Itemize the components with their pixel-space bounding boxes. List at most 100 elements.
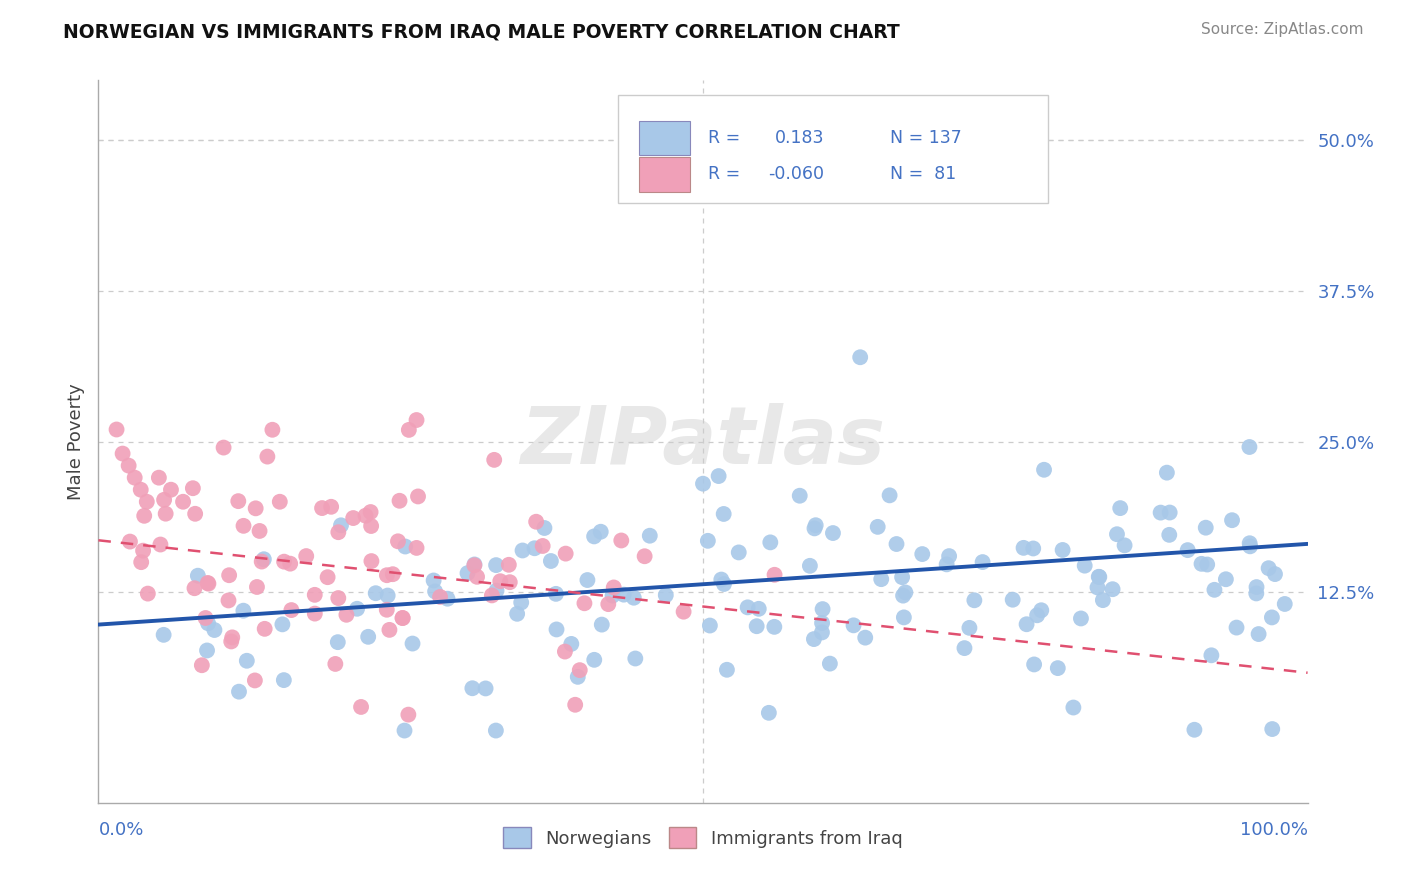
Point <box>1159 528 1181 542</box>
Text: 0.183: 0.183 <box>775 129 824 147</box>
Point <box>510 595 533 609</box>
Text: R =: R = <box>707 165 740 183</box>
Point <box>152 628 174 642</box>
Point <box>129 483 152 497</box>
Point <box>481 588 503 602</box>
Point <box>1195 521 1218 535</box>
Point <box>811 602 834 616</box>
Legend: Norwegians, Immigrants from Iraq: Norwegians, Immigrants from Iraq <box>496 820 910 855</box>
Point <box>391 611 413 625</box>
Point <box>842 618 865 632</box>
Point <box>1073 558 1095 573</box>
Point <box>253 622 276 636</box>
Point <box>672 605 695 619</box>
Point <box>406 490 429 504</box>
Point <box>866 520 889 534</box>
Point <box>554 644 576 658</box>
Point <box>295 549 318 563</box>
Point <box>219 634 242 648</box>
Point <box>1031 603 1053 617</box>
Point <box>273 555 295 569</box>
Point <box>321 500 343 514</box>
Point <box>129 555 152 569</box>
Point <box>183 581 205 595</box>
Point <box>197 576 219 591</box>
Point <box>613 588 636 602</box>
Point <box>1246 586 1268 600</box>
Point <box>564 698 586 712</box>
Point <box>745 619 768 633</box>
Point <box>463 558 485 572</box>
Point <box>1261 610 1284 624</box>
Text: R =: R = <box>707 129 740 147</box>
Point <box>423 584 446 599</box>
Point <box>429 590 451 604</box>
Point <box>304 588 326 602</box>
Point <box>405 413 427 427</box>
Point <box>699 618 721 632</box>
Point <box>378 623 401 637</box>
Point <box>1091 593 1114 607</box>
Point <box>1220 513 1243 527</box>
Point <box>818 657 841 671</box>
Point <box>821 526 844 541</box>
Point <box>262 423 284 437</box>
Point <box>1149 506 1171 520</box>
Point <box>135 494 157 508</box>
Point <box>1015 617 1038 632</box>
Point <box>568 663 591 677</box>
Point <box>250 555 273 569</box>
Point <box>894 585 917 599</box>
Point <box>707 469 730 483</box>
Point <box>853 631 876 645</box>
Point <box>1215 572 1237 586</box>
Point <box>243 673 266 688</box>
Point <box>1012 541 1035 555</box>
Y-axis label: Male Poverty: Male Poverty <box>66 384 84 500</box>
Point <box>191 658 214 673</box>
Point <box>789 489 811 503</box>
Point <box>1001 592 1024 607</box>
Point <box>153 492 176 507</box>
Point <box>803 632 825 646</box>
Point <box>232 519 254 533</box>
Point <box>181 481 204 495</box>
Point <box>461 681 484 696</box>
Text: N = 137: N = 137 <box>890 129 962 147</box>
Point <box>256 450 278 464</box>
Point <box>212 441 235 455</box>
Point <box>1022 541 1045 556</box>
Point <box>624 651 647 665</box>
Point <box>398 423 420 437</box>
Point <box>713 577 735 591</box>
Point <box>132 543 155 558</box>
Point <box>886 537 908 551</box>
Point <box>1261 722 1284 736</box>
Point <box>1156 466 1178 480</box>
Text: -0.060: -0.060 <box>768 165 824 183</box>
Point <box>1247 627 1270 641</box>
Point <box>1191 557 1213 571</box>
Point <box>118 458 141 473</box>
Point <box>273 673 295 687</box>
Point <box>226 494 249 508</box>
Point <box>763 567 786 582</box>
Point <box>1201 648 1223 663</box>
Point <box>554 547 576 561</box>
Point <box>375 603 398 617</box>
Point <box>1159 506 1181 520</box>
Point <box>533 521 555 535</box>
Point <box>512 543 534 558</box>
Point <box>489 574 512 589</box>
Point <box>1257 561 1279 575</box>
Point <box>134 508 156 523</box>
Point <box>1088 570 1111 584</box>
Point <box>422 574 444 588</box>
Point <box>218 568 240 582</box>
Point <box>1239 539 1261 553</box>
Point <box>354 508 377 523</box>
Point <box>197 576 219 591</box>
Point <box>357 630 380 644</box>
Point <box>124 471 146 485</box>
Point <box>1087 581 1109 595</box>
